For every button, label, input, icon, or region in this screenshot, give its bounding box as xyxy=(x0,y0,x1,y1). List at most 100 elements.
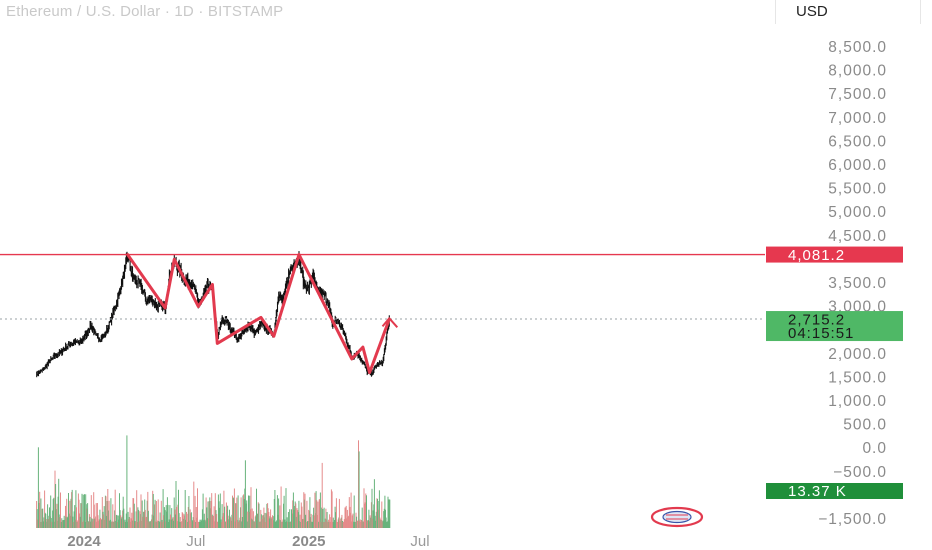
x-axis[interactable]: 2024 Jul 2025 Jul xyxy=(67,533,429,550)
volume-bar xyxy=(322,509,324,528)
resistance-value-label: 4,081.2 xyxy=(788,247,845,264)
y-tick-label: 6,500.0 xyxy=(828,133,887,150)
volume-bar xyxy=(241,517,243,528)
volume-bar xyxy=(328,521,330,528)
volume-bar xyxy=(229,516,231,528)
volume-bar xyxy=(82,494,84,528)
volume-bar xyxy=(297,512,299,528)
volume-bar xyxy=(357,521,359,528)
volume-bar xyxy=(235,503,237,528)
volume-bar xyxy=(265,522,267,528)
volume-bar xyxy=(365,493,367,528)
projection-line xyxy=(381,317,399,328)
volume-bar xyxy=(60,521,62,528)
volume-bar xyxy=(245,503,247,528)
volume-bar xyxy=(232,495,233,528)
volume-bar xyxy=(280,520,281,528)
volume-bar xyxy=(249,495,251,528)
volume-bar xyxy=(236,497,238,528)
volume-bar xyxy=(327,519,329,528)
volume-bar xyxy=(335,498,337,528)
volume-bar xyxy=(367,520,369,528)
volume-bar xyxy=(244,460,246,528)
volume-bar xyxy=(294,501,296,528)
volume-bar xyxy=(315,513,316,528)
volume-bar xyxy=(356,520,358,528)
volume-bar xyxy=(109,520,111,528)
volume-bar xyxy=(95,503,97,528)
currency-label[interactable]: USD xyxy=(796,3,828,20)
volume-value-label: 13.37 K xyxy=(788,483,847,500)
volume-bar xyxy=(54,470,56,528)
volume-bar xyxy=(336,521,338,528)
volume-bar xyxy=(333,521,335,528)
x-tick-label: 2024 xyxy=(67,533,101,550)
volume-bar xyxy=(79,516,81,528)
volume-bar xyxy=(372,518,374,528)
volume-bar xyxy=(112,522,114,528)
volume-bar xyxy=(348,497,350,528)
volume-bar xyxy=(343,521,345,528)
volume-bar xyxy=(69,515,71,528)
pattern-line xyxy=(126,253,391,375)
volume-bar xyxy=(152,494,154,528)
volume-bar xyxy=(198,522,200,528)
volume-bar xyxy=(69,500,71,528)
volume-bar xyxy=(60,492,61,528)
volume-bar xyxy=(117,515,119,528)
volume-bar xyxy=(149,521,151,528)
volume-bar xyxy=(239,517,241,528)
volume-bar xyxy=(80,503,82,528)
price-series xyxy=(36,251,390,378)
volume-bar xyxy=(228,515,230,528)
volume-bar xyxy=(43,517,45,528)
volume-bar xyxy=(295,516,297,528)
volume-bar xyxy=(41,521,42,528)
volume-bar xyxy=(145,517,147,528)
volume-bar xyxy=(198,521,200,528)
y-axis[interactable]: 8,500.0 8,000.0 7,500.0 7,000.0 6,500.0 6,000… xyxy=(818,39,887,528)
volume-bar xyxy=(225,522,227,528)
volume-bar xyxy=(376,498,378,528)
flag-icon[interactable] xyxy=(650,506,704,528)
volume-bar xyxy=(284,519,286,528)
y-tick-label: 0.0 xyxy=(862,440,887,457)
volume-bars xyxy=(36,435,391,528)
volume-bar xyxy=(323,507,325,528)
volume-bar xyxy=(243,494,245,528)
volume-bar xyxy=(146,500,148,528)
volume-bar xyxy=(293,509,295,528)
volume-bar xyxy=(139,511,141,528)
volume-bar xyxy=(275,521,276,528)
volume-bar xyxy=(381,501,383,528)
volume-bar xyxy=(311,521,313,528)
y-tick-label: 7,500.0 xyxy=(828,86,887,103)
chart-title: Ethereum / U.S. Dollar · 1D · BITSTAMP xyxy=(6,3,284,20)
volume-bar xyxy=(176,506,178,528)
volume-bar xyxy=(313,515,315,528)
volume-bar xyxy=(136,490,138,528)
volume-bar xyxy=(231,514,233,528)
volume-bar xyxy=(115,514,117,528)
volume-bar xyxy=(281,521,283,528)
volume-bar xyxy=(112,504,114,528)
volume-bar xyxy=(170,519,172,528)
volume-bar xyxy=(200,521,202,528)
volume-bar xyxy=(359,520,361,528)
volume-bar xyxy=(53,521,55,528)
volume-bar xyxy=(80,503,82,528)
volume-bar xyxy=(370,517,372,528)
volume-bar xyxy=(72,522,74,528)
y-tick-label: 2,000.0 xyxy=(828,346,887,363)
volume-bar xyxy=(237,495,239,528)
volume-bar xyxy=(151,514,153,528)
volume-bar xyxy=(168,519,170,528)
volume-bar xyxy=(111,521,113,528)
volume-bar xyxy=(45,521,47,528)
volume-bar xyxy=(219,507,221,528)
volume-bar xyxy=(131,520,133,528)
volume-bar xyxy=(173,497,175,528)
volume-bar xyxy=(48,515,50,528)
y-tick-label: 3,500.0 xyxy=(828,275,887,292)
